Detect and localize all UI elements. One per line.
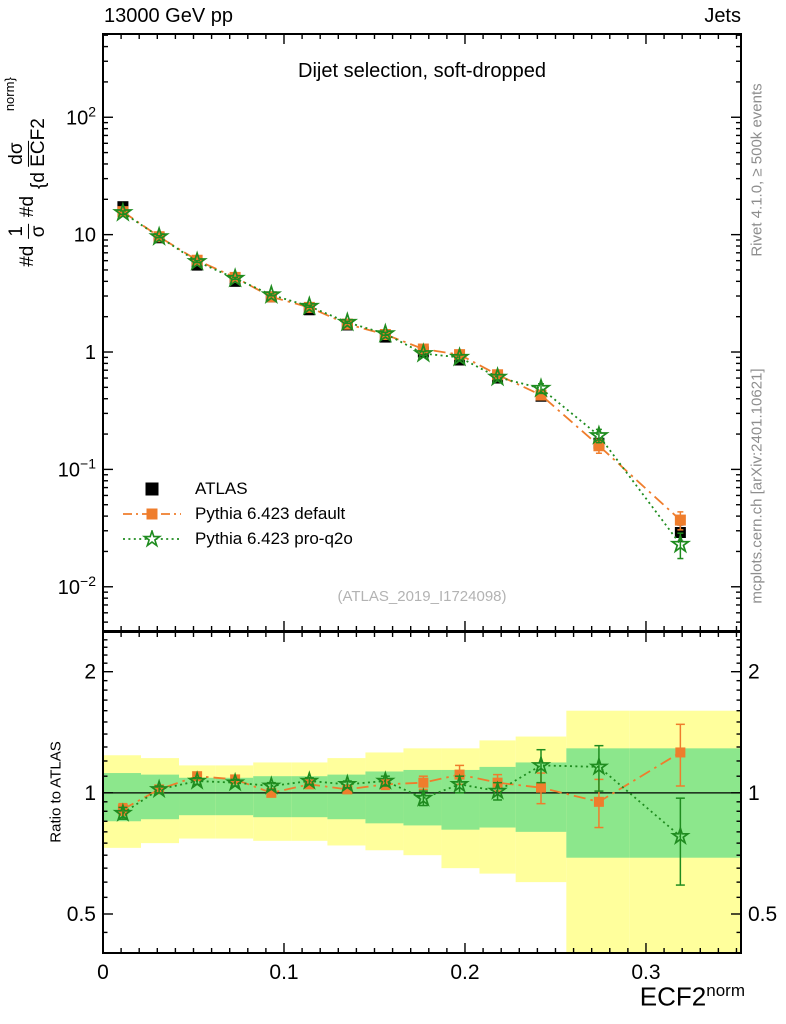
svg-text:0.5: 0.5 [67,903,96,926]
dotted-star-marker-icon [123,529,181,548]
svg-text:0.2: 0.2 [450,961,479,984]
svg-text:0.1: 0.1 [269,961,298,984]
svg-text:10: 10 [74,225,96,247]
svg-text:1: 1 [748,782,760,805]
beam-energy-label: 13000 GeV pp [104,5,233,27]
svg-text:10−1: 10−1 [58,455,96,481]
ratio-y-axis-label: Ratio to ATLAS [47,741,65,843]
ylabel-part: #d [17,245,38,267]
svg-text:0: 0 [97,961,109,984]
axis-ticks [102,34,741,953]
rivet-version-note: Rivet 4.1.0, ≥ 500k events [748,83,766,257]
svg-text:0.3: 0.3 [631,961,660,984]
ylabel-fraction-1: 1 σ [5,224,49,239]
svg-text:2: 2 [84,661,96,684]
legend-item-pythia-proq2o: Pythia 6.423 pro-q2o [121,526,353,551]
main-y-axis-label: #d 1 σ #d dσ {d ECF2 norm} [2,77,49,267]
ratio-uncertainty-bands [103,710,741,953]
ylabel-fraction-2: dσ {d ECF2 [5,118,49,189]
axis-tick-labels: 102 10 1 10−1 10−2 2 2 1 1 0.5 0.5 0 0.1 0.2 0.3 [58,103,777,984]
atlas-square-marker-icon [145,482,159,495]
legend-label: Pythia 6.423 pro-q2o [195,528,353,548]
svg-text:10−2: 10−2 [58,573,96,599]
svg-text:102: 102 [66,103,96,129]
ratio-panel-series [112,723,691,886]
mcplots-arxiv-note: mcplots.cern.ch [arXiv:2401.10621] [748,368,766,604]
legend-item-atlas: ATLAS [121,476,353,501]
legend-label: Pythia 6.423 default [195,503,346,523]
svg-text:1: 1 [84,782,96,805]
svg-text:2: 2 [748,661,760,684]
analysis-group-label: Jets [704,5,741,27]
ylabel-part: #d [17,195,38,218]
dashdot-square-marker-icon [123,508,181,519]
svg-text:1: 1 [85,342,96,364]
svg-text:0.5: 0.5 [748,903,777,926]
plot-title: Dijet selection, soft-dropped [298,60,546,82]
analysis-id-watermark: (ATLAS_2019_I1724098) [337,588,507,605]
ylabel-superscript: norm} [1,77,17,112]
legend-item-pythia-default: Pythia 6.423 default [121,501,353,526]
legend-label: ATLAS [195,478,248,498]
legend: ATLAS Pythia 6.423 default Pythia 6.423 … [121,476,353,551]
main-panel-series [112,201,692,560]
x-axis-label: ECF2norm [639,981,745,1012]
